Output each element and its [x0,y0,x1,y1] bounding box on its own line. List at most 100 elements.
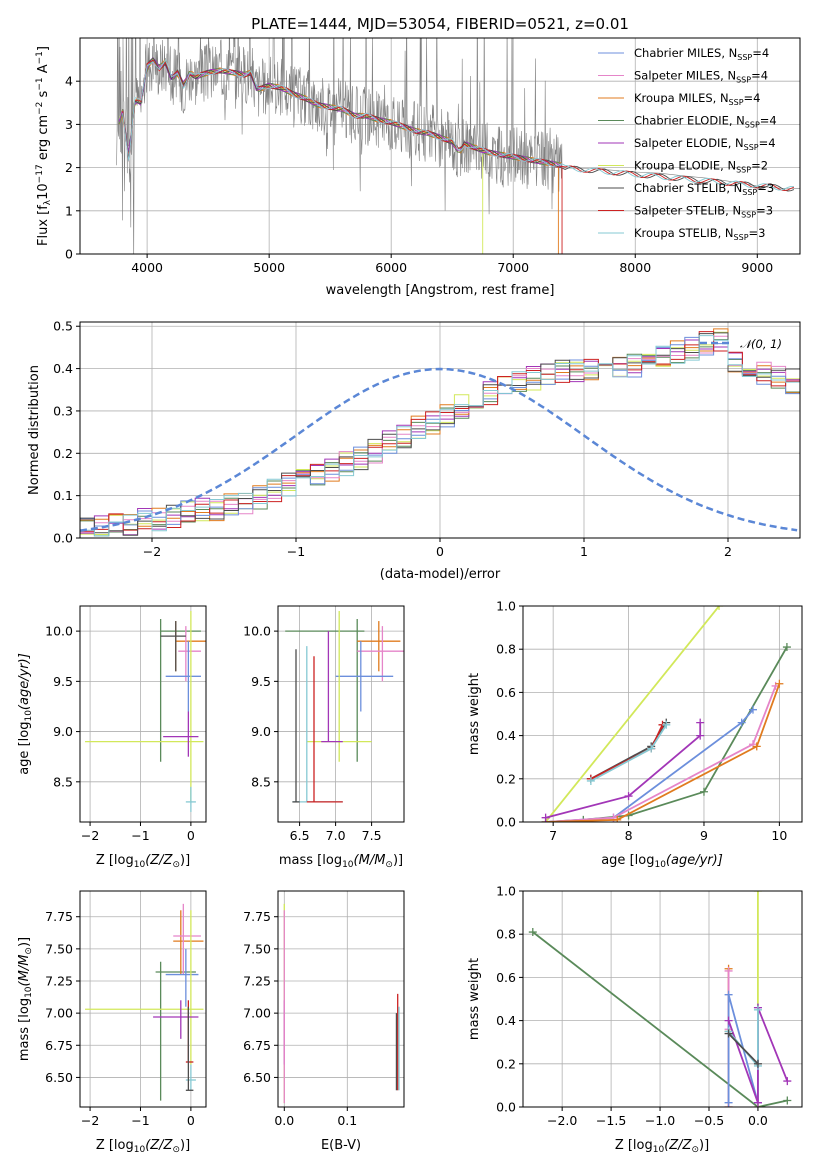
spectrum-legend-label: Chabrier MILES, NSSP=4 [634,46,769,62]
spectrum-legend-label: Salpeter STELIB, NSSP=3 [634,204,773,220]
mass-vs-z-ytick-label: 7.75 [45,909,73,924]
mass-weight-vs-age-ylabel: mass weight [467,673,482,755]
spectrum-xtick-label: 8000 [619,260,651,275]
mass-weight-vs-age-ytick-label: 1.0 [496,599,516,614]
mass-vs-ebv-ytick-label: 7.75 [243,909,271,924]
spectrum-xtick-label: 9000 [741,260,773,275]
spectrum-xlabel: wavelength [Angstrom, rest frame] [326,283,555,298]
residuals-histogram [80,335,800,533]
spectrum-ytick-label: 0 [65,247,73,262]
spectrum-marks [116,38,800,254]
spectrum-legend-label: Chabrier STELIB, NSSP=3 [634,181,774,197]
age-vs-mass-grid [278,606,404,822]
mass-weight-vs-z-xtick-label: −0.5 [694,1113,724,1128]
mass-vs-z-panel: −2 −1 0 6.50 6.75 7.00 7.25 7.50 7.75 Z [log10(Z… [17,890,207,1155]
mass-vs-ebv-xtick-label: 0.1 [337,1113,357,1128]
mass-weight-vs-age-xtick-label: 7 [549,828,557,843]
mass-weight-vs-z-panel: −2.0 −1.5 −1.0 −0.5 0.0 0.0 0.2 0.4 0.6 0.8 1.0 Z … [467,884,803,1155]
mass-weight-vs-z-point-marker [724,1029,733,1038]
mass-vs-ebv-frame [277,890,405,1108]
residuals-ylabel: Normed distribution [27,365,42,495]
residuals-histogram [80,332,800,536]
mass-weight-vs-age-panel: 7 8 9 10 0.0 0.2 0.4 0.6 0.8 1.0 age [log10(age/y… [467,599,803,870]
spectrum-frame [79,37,801,255]
mass-weight-vs-age-xtick-label: 10 [771,828,787,843]
mass-vs-ebv-panel: 0.0 0.1 6.50 6.75 7.00 7.25 7.50 7.75 E(B-V) [243,890,405,1153]
mass-weight-vs-z-series-line [532,931,788,1107]
spectrum-model-line [122,57,795,192]
age-vs-z-frame [79,605,207,823]
age-vs-z-xtick-label: −2 [81,828,99,843]
spectrum-xtick-label: 6000 [375,260,407,275]
age-vs-mass-xtick-label: 7.5 [362,828,382,843]
spectrum-xtick-label: 4000 [131,260,163,275]
mass-weight-vs-age-series-line [545,722,702,819]
age-vs-z-marks [85,611,206,812]
age-vs-mass-panel: 6.5 7.0 7.5 8.5 9.0 9.5 10.0 mass [log10(M/M⊙)… [243,605,405,870]
spectrum-legend-label: Salpeter ELODIE, NSSP=4 [634,136,776,152]
mass-weight-vs-z-series-line [727,1032,759,1065]
mass-weight-vs-age-point-marker [748,705,757,714]
mass-weight-vs-age-point-marker [662,720,671,729]
mass-weight-vs-age-point-marker [782,643,791,652]
residuals-xtick-label: −1 [287,544,305,559]
mass-weight-vs-age-series-line [545,683,781,822]
mass-weight-vs-age-series-line [545,685,777,822]
mass-weight-vs-z-ytick-label: 0.8 [496,927,516,942]
mass-weight-vs-age-point-marker [613,815,622,822]
age-vs-mass-xtick-label: 7.0 [326,828,346,843]
mass-weight-vs-z-point-marker [783,1096,792,1105]
spectrum-model-line [122,58,794,191]
mass-weight-vs-z-xtick-label: −1.5 [596,1113,626,1128]
mass-weight-vs-z-point-marker [724,1098,733,1107]
mass-vs-z-marks [85,903,204,1101]
mass-vs-ebv-xtick-label: 0.0 [274,1113,294,1128]
mass-weight-vs-age-ytick-label: 0.0 [496,815,516,830]
mass-weight-vs-age-series-line [544,606,720,822]
age-vs-z-xtick-label: −1 [131,828,149,843]
mass-weight-vs-age-ticks: 7 8 9 10 0.0 0.2 0.4 0.6 0.8 1.0 [496,599,787,844]
mass-weight-vs-age-marks [541,606,791,822]
mass-weight-vs-z-ytick-label: 1.0 [496,884,516,899]
residuals-xtick-label: 0 [436,544,444,559]
mass-vs-z-frame [79,890,207,1108]
spectrum-model-line [118,59,562,167]
spectrum-xtick-label: 7000 [497,260,529,275]
mass-weight-vs-z-ticks: −2.0 −1.5 −1.0 −0.5 0.0 0.0 0.2 0.4 0.6 0.8 1.0 [496,884,768,1129]
age-vs-mass-ticks: 6.5 7.0 7.5 8.5 9.0 9.5 10.0 [243,624,381,843]
mass-weight-vs-age-ytick-label: 0.8 [496,642,516,657]
residuals-ytick-label: 0.1 [53,488,73,503]
mass-weight-vs-z-point-marker [753,891,762,895]
spectrum-data-line [116,38,800,254]
age-vs-mass-ytick-label: 10.0 [243,624,271,639]
mass-vs-z-xtick-label: −2 [81,1113,99,1128]
residuals-ytick-label: 0.5 [53,319,73,334]
age-vs-z-xlabel: Z [log10(Z/Z⊙)] [96,853,190,870]
mass-weight-vs-z-grid [523,890,802,1108]
residuals-xtick-label: 1 [580,544,588,559]
mass-weight-vs-age-point-marker [699,787,708,796]
spectrum-ylabel: Flux [fλ10−17 erg cm−2 s−1 A−1] [35,46,53,246]
mass-vs-z-xtick-label: −1 [131,1113,149,1128]
mass-vs-z-ytick-label: 7.00 [45,1006,73,1021]
residuals-xtick-label: 2 [724,544,732,559]
mass-weight-vs-age-ytick-label: 0.6 [496,685,516,700]
mass-weight-vs-age-series-line [545,709,754,822]
age-vs-z-ytick-label: 10.0 [45,624,73,639]
residuals-ytick-label: 0.0 [53,531,73,546]
residuals-legend-label: 𝒩(0, 1) [740,337,782,351]
mass-weight-vs-z-xlabel: Z [log10(Z/Z⊙)] [615,1138,709,1155]
mass-vs-z-xlabel: Z [log10(Z/Z⊙)] [96,1138,190,1155]
mass-vs-z-ticks: −2 −1 0 6.50 6.75 7.00 7.25 7.50 7.75 [45,909,195,1128]
mass-weight-vs-age-point-marker [696,718,705,727]
spectrum-ytick-label: 4 [65,74,73,89]
mass-vs-ebv-ytick-label: 7.25 [243,974,271,989]
mass-weight-vs-age-point-marker [752,742,761,751]
spectrum-ytick-label: 3 [65,117,73,132]
mass-weight-vs-age-frame [522,605,803,823]
mass-weight-vs-age-point-marker [696,731,705,740]
mass-weight-vs-z-point-marker [724,990,733,999]
mass-vs-ebv-ytick-label: 6.75 [243,1038,271,1053]
age-vs-mass-ytick-label: 9.5 [251,674,271,689]
mass-vs-ebv-ytick-label: 7.50 [243,941,271,956]
